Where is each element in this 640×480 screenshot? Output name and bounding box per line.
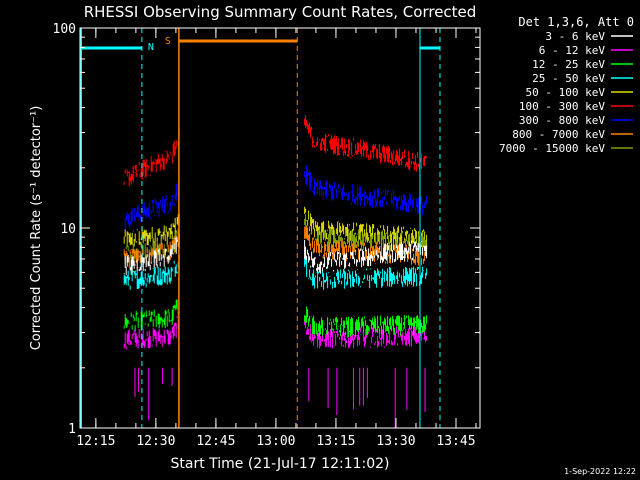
y-tick-label-2: 100 [53, 22, 76, 37]
legend-label-5: 50 - 100 keV [526, 86, 606, 99]
legend-label-1: 3 - 6 keV [545, 30, 605, 43]
series-line-4-segment-2 [304, 258, 428, 290]
series-line-7-segment-1 [123, 178, 180, 231]
x-tick-label-5: 13:30 [376, 434, 415, 449]
series-line-1-segment-2 [304, 240, 428, 274]
legend-label-2: 6 - 12 keV [539, 44, 606, 57]
y-tick-label-1: 10 [60, 222, 76, 237]
night-flag-label: N [148, 42, 154, 53]
plot-area: NS [80, 28, 441, 428]
legend-header: Det 1,3,6, Att 0 [518, 15, 634, 29]
dropout-lines-segment-2 [308, 367, 426, 428]
legend-label-6: 100 - 300 keV [519, 100, 605, 113]
series-line-6-segment-2 [304, 115, 428, 172]
legend-label-4: 25 - 50 keV [532, 72, 605, 85]
date-stamp: 1-Sep-2022 12:22 [564, 467, 636, 476]
chart-title: RHESSI Observing Summary Count Rates, Co… [84, 3, 477, 21]
x-tick-label-2: 12:45 [196, 434, 235, 449]
x-tick-label-3: 13:00 [256, 434, 295, 449]
legend-label-7: 300 - 800 keV [519, 114, 605, 127]
saa-flag-label: S [165, 36, 171, 47]
legend-label-3: 12 - 25 keV [532, 58, 605, 71]
x-axis-label: Start Time (21-Jul-17 12:11:02) [170, 456, 389, 472]
y-tick-label-0: 1 [68, 422, 76, 437]
series-line-3-segment-2 [304, 306, 428, 338]
axes: 1 10 100 12:15 12:30 12:45 13:00 13:15 13:30 13:4… [53, 22, 481, 449]
series-line-5-segment-1 [123, 213, 180, 247]
dropout-lines-segment-1 [134, 367, 180, 424]
y-axis-label: Corrected Count Rate (s⁻¹ detector⁻¹) [29, 106, 44, 351]
legend-label-8: 800 - 7000 keV [512, 128, 605, 141]
x-tick-label-6: 13:45 [436, 434, 475, 449]
series-line-4-segment-1 [123, 255, 180, 290]
series-line-2-segment-1 [123, 315, 180, 350]
x-tick-label-0: 12:15 [76, 434, 115, 449]
legend-label-9: 7000 - 15000 keV [499, 142, 605, 155]
series-line-7-segment-2 [304, 165, 428, 216]
x-tick-label-4: 13:15 [316, 434, 355, 449]
x-tick-label-1: 12:30 [136, 434, 175, 449]
